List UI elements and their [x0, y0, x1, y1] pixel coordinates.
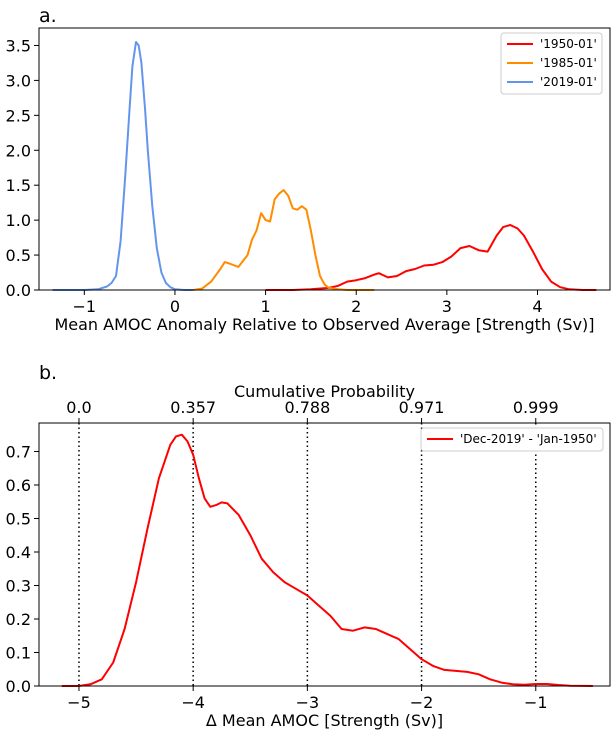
panel-a-legend: '1950-01' '1985-01' '2019-01' — [500, 32, 603, 95]
legend-label-diff: 'Dec-2019' - 'Jan-1950' — [460, 432, 597, 446]
y-tick-label: 0.1 — [6, 643, 31, 662]
panel-a-legend-box — [500, 32, 603, 95]
y-tick-label: 0.5 — [6, 509, 31, 528]
panel-b-top-ticks: 0.0 0.357 0.788 0.971 0.999 — [66, 398, 559, 423]
y-tick-label: 1.5 — [6, 176, 31, 195]
legend-label-2019: '2019-01' — [540, 75, 597, 89]
panel-b-x-axis-label: Δ Mean AMOC [Strength (Sv)] — [206, 711, 443, 730]
y-tick-label: 2.5 — [6, 106, 31, 125]
panel-a-frame — [38, 27, 611, 291]
series-line-2 — [52, 41, 194, 291]
top-tick-label: 0.788 — [284, 398, 330, 417]
y-tick-label: 1.0 — [6, 211, 31, 230]
panel-b-top-axis-label: Cumulative Probability — [234, 382, 415, 401]
y-tick-label: 0.7 — [6, 442, 31, 461]
x-tick-label: −5 — [67, 693, 91, 712]
panel-b-y-ticks: 0.0 0.1 0.2 0.3 0.4 0.5 0.6 0.7 — [6, 442, 39, 696]
y-tick-label: 0.5 — [6, 246, 31, 265]
y-tick-label: 3.5 — [6, 36, 31, 55]
x-tick-label: −4 — [181, 693, 205, 712]
panel-b-vertical-lines — [78, 423, 537, 686]
y-tick-label: 0.6 — [6, 476, 31, 495]
y-tick-label: 0.3 — [6, 576, 31, 595]
x-tick-label: 2 — [351, 297, 361, 316]
y-tick-label: 0.4 — [6, 543, 31, 562]
y-tick-label: 2.0 — [6, 141, 31, 160]
panel-b-frame — [38, 422, 611, 687]
top-tick-label: 0.971 — [399, 398, 445, 417]
panel-b-x-ticks: −5 −4 −3 −2 −1 — [67, 686, 548, 712]
x-tick-label: 3 — [442, 297, 452, 316]
series-line-0 — [61, 433, 593, 687]
panel-b-label: b. — [39, 362, 57, 384]
panel-b-legend-box — [420, 427, 604, 452]
series-line-1 — [192, 189, 375, 291]
x-tick-label: −3 — [296, 693, 320, 712]
y-tick-label: 0.0 — [6, 281, 31, 300]
y-tick-label: 0.0 — [6, 677, 31, 696]
panel-a-y-ticks: 0.0 0.5 1.0 1.5 2.0 2.5 3.0 3.5 — [6, 36, 39, 300]
x-tick-label: 1 — [260, 297, 270, 316]
top-tick-label: 0.999 — [513, 398, 559, 417]
y-tick-label: 0.2 — [6, 610, 31, 629]
x-tick-label: 0 — [170, 297, 180, 316]
panel-b-series — [61, 433, 593, 687]
panel-a-x-ticks: −1 0 1 2 3 4 — [73, 290, 543, 316]
y-tick-label: 3.0 — [6, 71, 31, 90]
top-tick-label: 0.357 — [170, 398, 216, 417]
panel-a: a. −1 0 1 2 3 4 0.0 0.5 1.0 1.5 2.0 2.5 3.0 3.5 Mean… — [6, 5, 611, 334]
legend-label-1950: '1950-01' — [540, 37, 597, 51]
x-tick-label: −1 — [524, 693, 548, 712]
legend-label-1985: '1985-01' — [540, 56, 597, 70]
x-tick-label: 4 — [532, 297, 542, 316]
panel-b-legend: 'Dec-2019' - 'Jan-1950' — [420, 427, 604, 452]
panel-a-series — [52, 41, 597, 291]
x-tick-label: −2 — [410, 693, 434, 712]
panel-b: b. Cumulative Probability −5 −4 −3 −2 −1 0.0… — [6, 362, 611, 730]
panel-a-label: a. — [39, 5, 57, 27]
series-line-0 — [265, 224, 597, 291]
panel-a-x-axis-label: Mean AMOC Anomaly Relative to Observed A… — [54, 315, 594, 334]
top-tick-label: 0.0 — [66, 398, 91, 417]
x-tick-label: −1 — [73, 297, 97, 316]
